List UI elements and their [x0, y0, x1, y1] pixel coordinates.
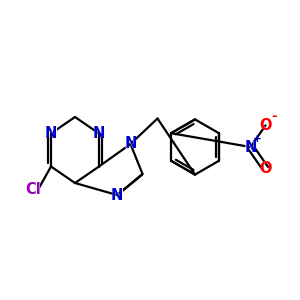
- Text: N: N: [93, 126, 105, 141]
- Text: N: N: [124, 136, 137, 152]
- Text: N: N: [244, 140, 257, 154]
- Text: N: N: [44, 126, 58, 141]
- Text: O: O: [259, 161, 272, 176]
- Text: N: N: [244, 140, 257, 154]
- Text: N: N: [110, 188, 124, 202]
- Text: -: -: [272, 110, 277, 124]
- Text: N: N: [45, 126, 57, 141]
- Text: Cl: Cl: [25, 182, 41, 196]
- Text: N: N: [124, 136, 137, 152]
- Text: +: +: [253, 134, 262, 144]
- Text: O: O: [259, 118, 272, 133]
- Text: N: N: [92, 126, 106, 141]
- Text: Cl: Cl: [24, 182, 42, 196]
- Text: N: N: [111, 188, 123, 202]
- Text: O: O: [259, 161, 272, 176]
- Text: O: O: [259, 118, 272, 133]
